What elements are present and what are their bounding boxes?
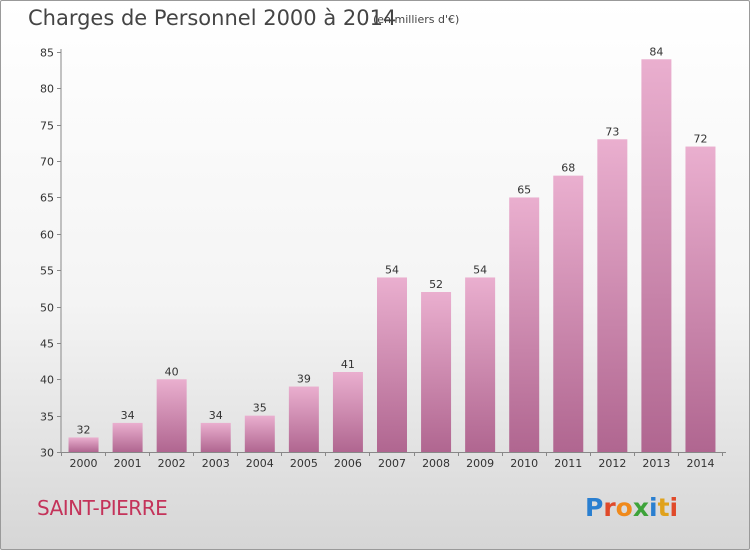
chart-unit: (en milliers d'€) <box>373 13 460 26</box>
bar <box>68 437 99 452</box>
bar <box>421 292 452 452</box>
bar-value-label: 65 <box>517 183 531 196</box>
bar <box>685 146 716 452</box>
y-tick-label: 45 <box>40 338 54 351</box>
commune-name: SAINT-PIERRE <box>37 496 168 520</box>
bar-value-label: 72 <box>693 133 707 146</box>
y-tick-label: 50 <box>40 302 54 315</box>
bar <box>200 422 231 452</box>
x-tick-label: 2009 <box>466 457 494 470</box>
x-tick-label: 2012 <box>598 457 626 470</box>
bar <box>244 415 275 452</box>
x-tick-label: 2005 <box>290 457 318 470</box>
y-tick-label: 60 <box>40 229 54 242</box>
y-tick-label: 30 <box>40 447 54 460</box>
x-tick-label: 2006 <box>334 457 362 470</box>
bar <box>332 372 363 452</box>
bar <box>641 59 672 452</box>
x-tick-label: 2001 <box>114 457 142 470</box>
y-tick-label: 65 <box>40 192 54 205</box>
y-tick-label: 35 <box>40 411 54 424</box>
x-tick-label: 2002 <box>158 457 186 470</box>
chart-title: Charges de Personnel 2000 à 2014 <box>28 6 397 30</box>
y-tick-label: 75 <box>40 120 54 133</box>
bar-value-label: 34 <box>121 409 135 422</box>
bar <box>156 379 187 452</box>
bar-value-label: 35 <box>253 402 267 415</box>
bar-value-label: 41 <box>341 358 355 371</box>
svg-text:Proxiti: Proxiti <box>585 493 678 522</box>
bar <box>465 277 496 452</box>
y-tick-label: 70 <box>40 156 54 169</box>
bar-value-label: 73 <box>605 125 619 138</box>
bar <box>597 139 628 453</box>
y-tick-label: 40 <box>40 374 54 387</box>
x-tick-label: 2014 <box>686 457 714 470</box>
bar <box>509 197 540 452</box>
bar-value-label: 39 <box>297 373 311 386</box>
bar <box>112 422 143 452</box>
proxiti-logo: Proxiti <box>583 489 693 525</box>
bar-value-label: 32 <box>77 423 91 436</box>
x-tick-label: 2011 <box>554 457 582 470</box>
y-tick-label: 85 <box>40 47 54 60</box>
bar-value-label: 40 <box>165 365 179 378</box>
x-tick-label: 2010 <box>510 457 538 470</box>
bar <box>553 175 584 453</box>
bar-value-label: 54 <box>473 263 487 276</box>
bar <box>288 386 319 452</box>
x-tick-label: 2007 <box>378 457 406 470</box>
x-tick-label: 2013 <box>642 457 670 470</box>
x-tick-label: 2008 <box>422 457 450 470</box>
y-tick-label: 55 <box>40 265 54 278</box>
bar-value-label: 54 <box>385 263 399 276</box>
bar <box>377 277 407 452</box>
y-tick-label: 80 <box>40 83 54 96</box>
bar-value-label: 68 <box>561 162 575 175</box>
x-tick-label: 2004 <box>246 457 274 470</box>
bar-value-label: 34 <box>209 409 223 422</box>
x-tick-label: 2000 <box>70 457 98 470</box>
x-tick-label: 2003 <box>202 457 230 470</box>
bar-value-label: 84 <box>649 45 663 58</box>
bar-value-label: 52 <box>429 278 443 291</box>
